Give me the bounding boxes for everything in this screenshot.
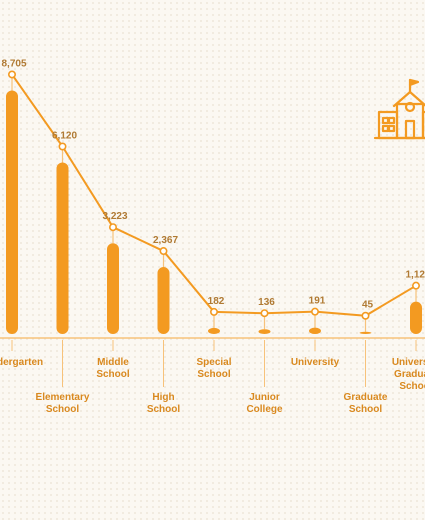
x-tick-label: Middle School	[96, 357, 130, 380]
data-label: 1,124	[405, 270, 425, 281]
bar	[258, 329, 271, 334]
bar	[208, 327, 220, 334]
line-point	[109, 223, 118, 232]
line-point	[310, 307, 319, 316]
x-tick-label: Graduate School	[344, 392, 388, 415]
line-point	[58, 142, 67, 151]
data-label: 2,367	[153, 235, 178, 246]
bar	[56, 162, 69, 334]
bar	[107, 243, 119, 334]
data-label: 8,705	[1, 58, 26, 69]
bar	[157, 267, 170, 334]
data-label: 6,120	[52, 130, 77, 141]
line-point	[411, 281, 420, 290]
x-tick-label: Special School	[196, 357, 231, 380]
x-tick-label: High School	[147, 392, 181, 415]
x-tick-label: University	[291, 357, 340, 368]
bar	[309, 327, 321, 334]
data-label: 182	[208, 296, 225, 307]
line-point	[260, 309, 269, 318]
school-building-icon	[373, 78, 425, 140]
line-point	[159, 247, 168, 256]
bar	[359, 331, 372, 334]
series-line	[11, 73, 417, 317]
x-tick-label: UniversityGraduateSchool	[392, 357, 425, 392]
x-tick-label: Junior College	[246, 392, 283, 415]
data-label: 136	[258, 297, 275, 308]
line-point	[210, 307, 219, 316]
bar	[410, 301, 422, 334]
data-label: 191	[309, 296, 326, 307]
bar	[6, 90, 18, 334]
x-tick-label: Elementary School	[36, 392, 90, 415]
data-label: 3,223	[102, 211, 127, 222]
x-tick-label: Kindergarten	[0, 357, 43, 368]
line-point	[8, 70, 17, 79]
line-point	[361, 311, 370, 320]
data-label: 45	[362, 300, 374, 311]
